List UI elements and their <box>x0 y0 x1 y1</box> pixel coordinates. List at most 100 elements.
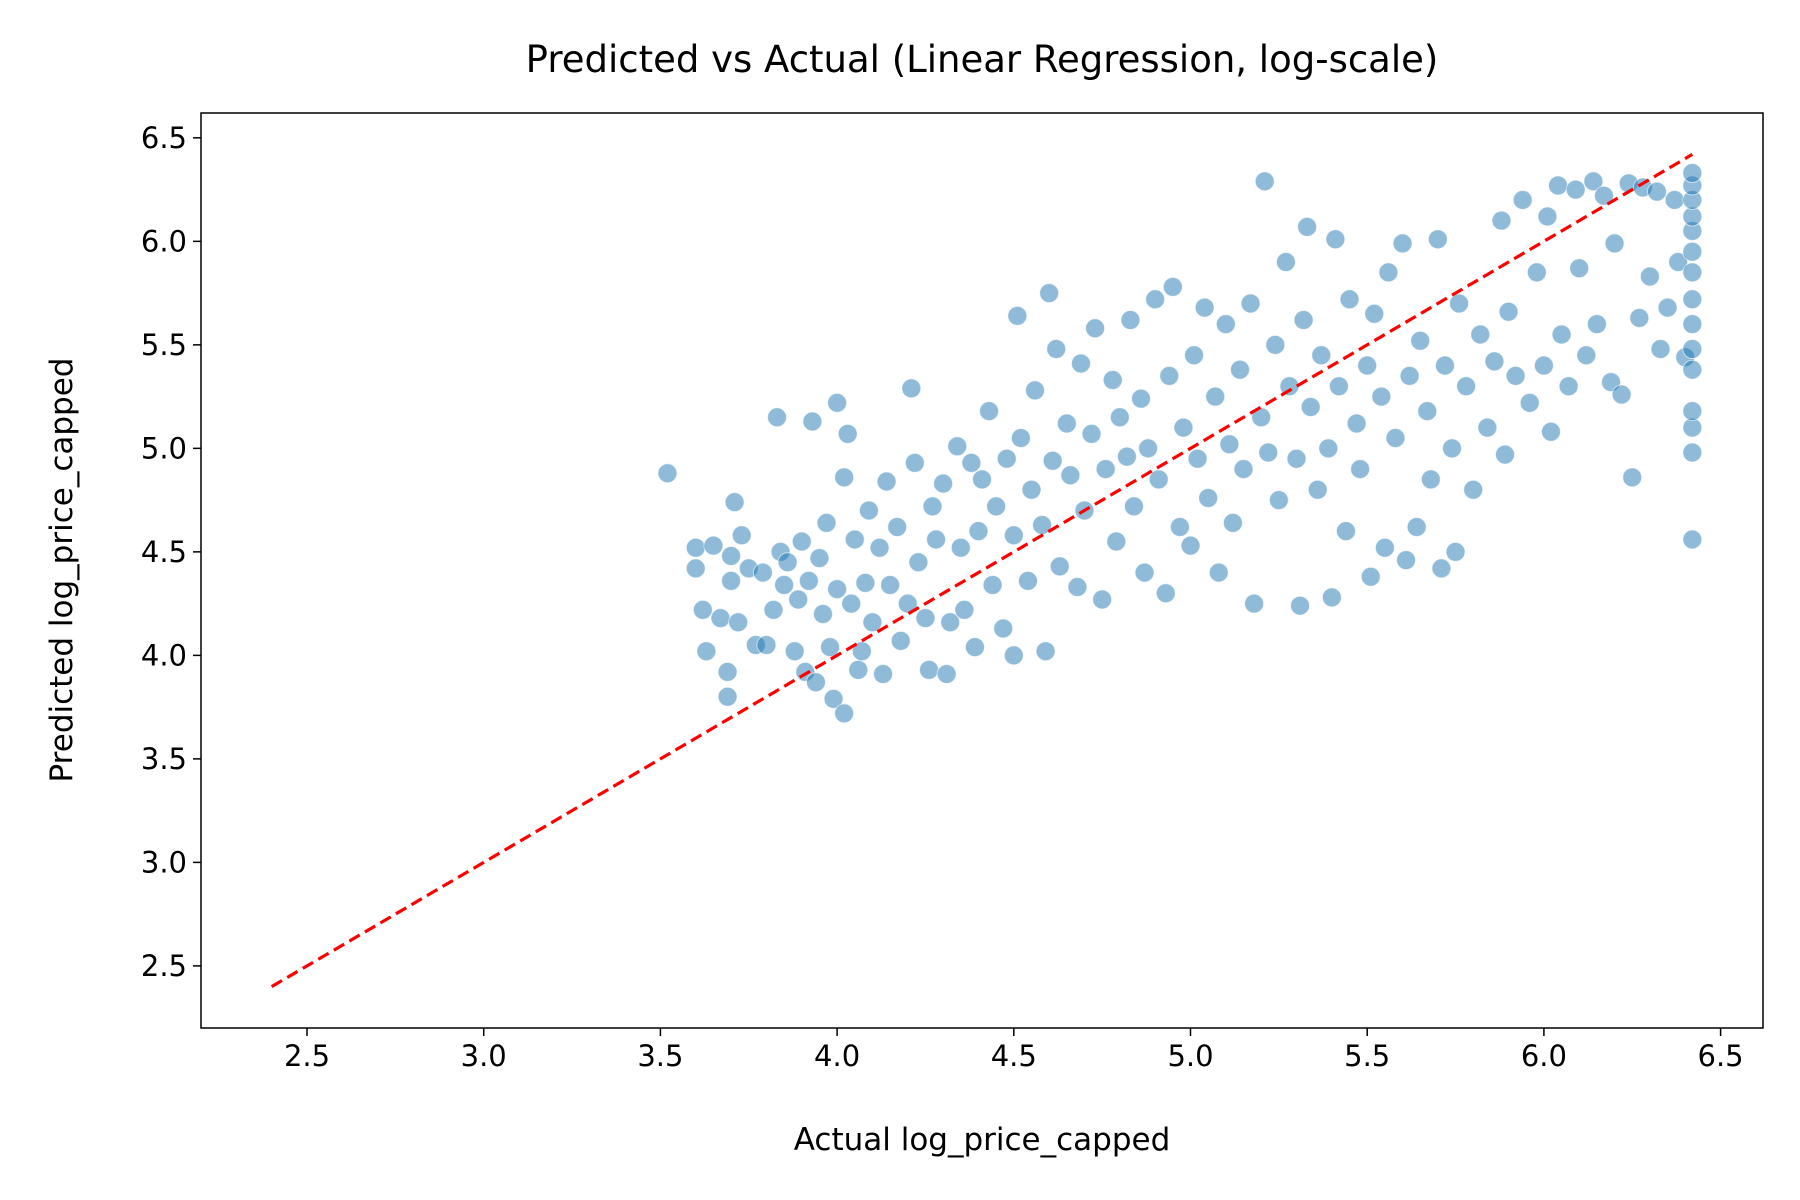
scatter-point <box>908 552 929 573</box>
scatter-point <box>1664 189 1685 210</box>
scatter-point <box>901 378 922 399</box>
scatter-point <box>1268 490 1289 511</box>
scatter-point <box>968 521 989 542</box>
scatter-point <box>897 593 918 614</box>
scatter-point <box>1095 459 1116 480</box>
scatter-point <box>1067 577 1088 598</box>
scatter-point <box>1495 444 1516 465</box>
scatter-point <box>1657 297 1678 318</box>
scatter-point <box>1491 210 1512 231</box>
scatter-point <box>1410 330 1431 351</box>
scatter-point <box>1311 345 1332 366</box>
scatter-point <box>848 659 869 680</box>
scatter-point <box>869 537 890 558</box>
scatter-point <box>1565 179 1586 200</box>
scatter-point <box>1042 450 1063 471</box>
scatter-point <box>1003 525 1024 546</box>
y-tick-label: 3.0 <box>141 845 187 879</box>
scatter-point <box>1593 185 1614 206</box>
scatter-point <box>657 463 678 484</box>
y-tick-label: 3.5 <box>141 742 187 776</box>
scatter-point <box>728 612 749 633</box>
scatter-point <box>922 496 943 517</box>
scatter-point <box>1307 479 1328 500</box>
scatter-point <box>918 659 939 680</box>
scatter-point <box>1512 189 1533 210</box>
scatter-point <box>1297 216 1318 237</box>
scatter-point <box>1046 338 1067 359</box>
scatter-point <box>791 531 812 552</box>
scatter-point <box>851 641 872 662</box>
scatter-point <box>802 411 823 432</box>
scatter-point <box>1445 541 1466 562</box>
scatter-point <box>1017 570 1038 591</box>
scatter-point <box>1056 413 1077 434</box>
scatter-point <box>1364 303 1385 324</box>
scatter-point <box>1420 469 1441 490</box>
x-tick-label: 3.0 <box>461 1039 507 1073</box>
scatter-point <box>774 574 795 595</box>
scatter-point <box>1258 442 1279 463</box>
scatter-point <box>1215 314 1236 335</box>
scatter-point <box>1109 407 1130 428</box>
scatter-point <box>936 664 957 685</box>
scatter-point <box>887 517 908 538</box>
scatter-point <box>1498 301 1519 322</box>
scatter-point <box>1682 442 1703 463</box>
scatter-point <box>752 562 773 583</box>
scatter-point <box>1300 396 1321 417</box>
scatter-point <box>1010 428 1031 449</box>
x-tick-label: 5.0 <box>1167 1039 1213 1073</box>
scatter-point <box>890 630 911 651</box>
scatter-point <box>1180 535 1201 556</box>
scatter-point <box>1583 171 1604 192</box>
scatter-point <box>1505 365 1526 386</box>
scatter-point <box>1442 438 1463 459</box>
scatter-point <box>812 603 833 624</box>
scatter-point <box>1682 163 1703 184</box>
scatter-point <box>1682 401 1703 422</box>
scatter-point <box>1229 359 1250 380</box>
scatter-point <box>1396 550 1417 571</box>
scatter-point <box>1251 407 1272 428</box>
chart-title: Predicted vs Actual (Linear Regression, … <box>526 38 1439 81</box>
scatter-point <box>926 529 947 550</box>
scatter-point <box>827 579 848 600</box>
scatter-point <box>1321 587 1342 608</box>
scatter-point <box>1208 562 1229 583</box>
scatter-point <box>1290 595 1311 616</box>
scatter-point <box>1025 380 1046 401</box>
scatter-point <box>1328 376 1349 397</box>
scatter-point <box>940 612 961 633</box>
scatter-point <box>1374 537 1395 558</box>
scatter-point <box>1244 593 1265 614</box>
scatter-point <box>1371 386 1392 407</box>
scatter-point <box>1434 355 1455 376</box>
scatter-point <box>858 500 879 521</box>
scatter-point <box>855 572 876 593</box>
scatter-point <box>1148 469 1169 490</box>
scatter-point <box>1357 355 1378 376</box>
scatter-point <box>1293 310 1314 331</box>
x-tick-label: 6.5 <box>1698 1039 1744 1073</box>
scatter-point <box>1650 338 1671 359</box>
scatter-point <box>1526 262 1547 283</box>
scatter-point <box>777 552 798 573</box>
x-tick-label: 3.5 <box>637 1039 683 1073</box>
y-tick-label: 5.0 <box>141 431 187 465</box>
scatter-point <box>1138 438 1159 459</box>
scatter-point <box>1187 448 1208 469</box>
scatter-point <box>1682 359 1703 380</box>
scatter-point <box>964 637 985 658</box>
scatter-point <box>763 599 784 620</box>
y-tick-label: 6.5 <box>141 121 187 155</box>
scatter-point <box>834 703 855 724</box>
scatter-point <box>1406 517 1427 538</box>
scatter-point <box>1254 171 1275 192</box>
scatter-point <box>1639 266 1660 287</box>
scatter-point <box>1470 324 1491 345</box>
scatter-point <box>1540 421 1561 442</box>
scatter-point <box>1484 351 1505 372</box>
